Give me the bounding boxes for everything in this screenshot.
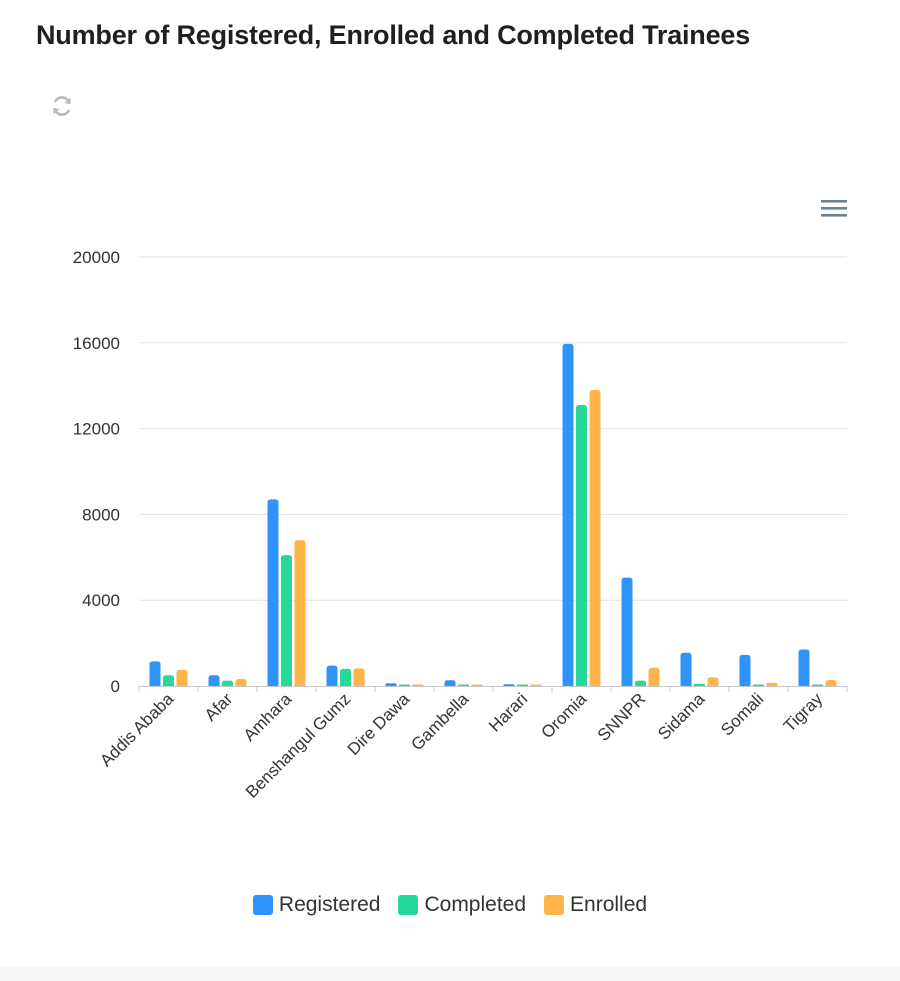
bar-enrolled-tigray[interactable] bbox=[825, 679, 837, 686]
bar-completed-tigray[interactable] bbox=[812, 684, 823, 687]
chart-title: Number of Registered, Enrolled and Compl… bbox=[36, 20, 751, 50]
bar-completed-addis-ababa[interactable] bbox=[163, 675, 174, 686]
bar-registered-harari[interactable] bbox=[503, 684, 515, 686]
bar-registered-benshangul-gumz[interactable] bbox=[326, 665, 338, 686]
bar-registered-tigray[interactable] bbox=[798, 649, 810, 686]
hamburger-menu-icon[interactable] bbox=[818, 196, 850, 222]
x-tick-label: Tigray bbox=[780, 689, 827, 736]
y-tick-label: 20000 bbox=[73, 248, 120, 267]
x-tick-label: Harari bbox=[485, 689, 531, 735]
bar-enrolled-harari[interactable] bbox=[530, 684, 542, 687]
bar-enrolled-dire-dawa[interactable] bbox=[412, 684, 424, 686]
bar-completed-oromia[interactable] bbox=[576, 405, 587, 686]
bar-completed-snnpr[interactable] bbox=[635, 680, 646, 686]
bar-registered-somali[interactable] bbox=[739, 654, 751, 686]
legend-label: Enrolled bbox=[570, 893, 648, 916]
legend-swatch bbox=[544, 895, 565, 915]
chart-legend: Registered Completed Enrolled bbox=[0, 893, 900, 917]
x-tick-label: Addis Ababa bbox=[96, 689, 177, 770]
y-tick-label: 16000 bbox=[73, 334, 120, 353]
x-tick-label: Dire Dawa bbox=[344, 689, 414, 759]
bar-registered-oromia[interactable] bbox=[562, 343, 574, 686]
legend-item-enrolled[interactable]: Enrolled bbox=[544, 893, 647, 917]
bar-enrolled-sidama[interactable] bbox=[707, 677, 719, 686]
legend-swatch bbox=[252, 895, 273, 915]
x-tick-label: Sidama bbox=[654, 689, 709, 744]
bar-enrolled-benshangul-gumz[interactable] bbox=[353, 668, 365, 686]
legend-item-registered[interactable]: Registered bbox=[252, 893, 381, 917]
bar-enrolled-oromia[interactable] bbox=[589, 389, 601, 686]
x-tick-label: Somali bbox=[717, 689, 767, 739]
bar-enrolled-amhara[interactable] bbox=[294, 540, 306, 686]
refresh-icon[interactable] bbox=[50, 94, 74, 118]
x-tick-label: Amhara bbox=[240, 689, 296, 745]
bar-registered-sidama[interactable] bbox=[680, 652, 692, 686]
bar-completed-somali[interactable] bbox=[753, 684, 764, 687]
bar-completed-harari[interactable] bbox=[517, 684, 528, 687]
bar-completed-sidama[interactable] bbox=[694, 683, 705, 686]
x-tick-label: Gambella bbox=[407, 689, 472, 754]
legend-item-completed[interactable]: Completed bbox=[398, 893, 526, 917]
y-tick-label: 12000 bbox=[73, 420, 120, 439]
bar-registered-snnpr[interactable] bbox=[621, 577, 633, 686]
y-tick-label: 0 bbox=[111, 677, 120, 696]
x-tick-label: Afar bbox=[201, 689, 237, 725]
bar-completed-benshangul-gumz[interactable] bbox=[340, 668, 351, 686]
bar-registered-addis-ababa[interactable] bbox=[149, 661, 161, 686]
bar-chart: 0 4000 8000 12000 16000 20000 Addis Ababa Afar A… bbox=[73, 248, 848, 802]
x-tick-label: SNNPR bbox=[594, 689, 650, 745]
bar-enrolled-snnpr[interactable] bbox=[648, 667, 660, 686]
bar-enrolled-addis-ababa[interactable] bbox=[176, 669, 188, 686]
bar-completed-amhara[interactable] bbox=[281, 555, 292, 686]
x-tick-label: Oromia bbox=[537, 689, 590, 742]
bar-registered-amhara[interactable] bbox=[267, 499, 279, 686]
bar-completed-gambella[interactable] bbox=[458, 684, 469, 687]
bar-enrolled-somali[interactable] bbox=[766, 682, 778, 686]
bar-completed-dire-dawa[interactable] bbox=[399, 684, 410, 687]
legend-label: Registered bbox=[278, 893, 381, 916]
legend-label: Completed bbox=[424, 893, 527, 916]
bar-enrolled-gambella[interactable] bbox=[471, 684, 483, 687]
bar-registered-dire-dawa[interactable] bbox=[385, 683, 397, 686]
bar-completed-afar[interactable] bbox=[222, 680, 233, 686]
legend-swatch bbox=[398, 895, 419, 915]
y-tick-label: 8000 bbox=[82, 505, 120, 524]
x-tick-label: Benshangul Gumz bbox=[242, 689, 354, 801]
bar-enrolled-afar[interactable] bbox=[235, 678, 247, 686]
y-tick-label: 4000 bbox=[82, 591, 120, 610]
bar-registered-gambella[interactable] bbox=[444, 680, 456, 686]
bar-registered-afar[interactable] bbox=[208, 675, 220, 686]
